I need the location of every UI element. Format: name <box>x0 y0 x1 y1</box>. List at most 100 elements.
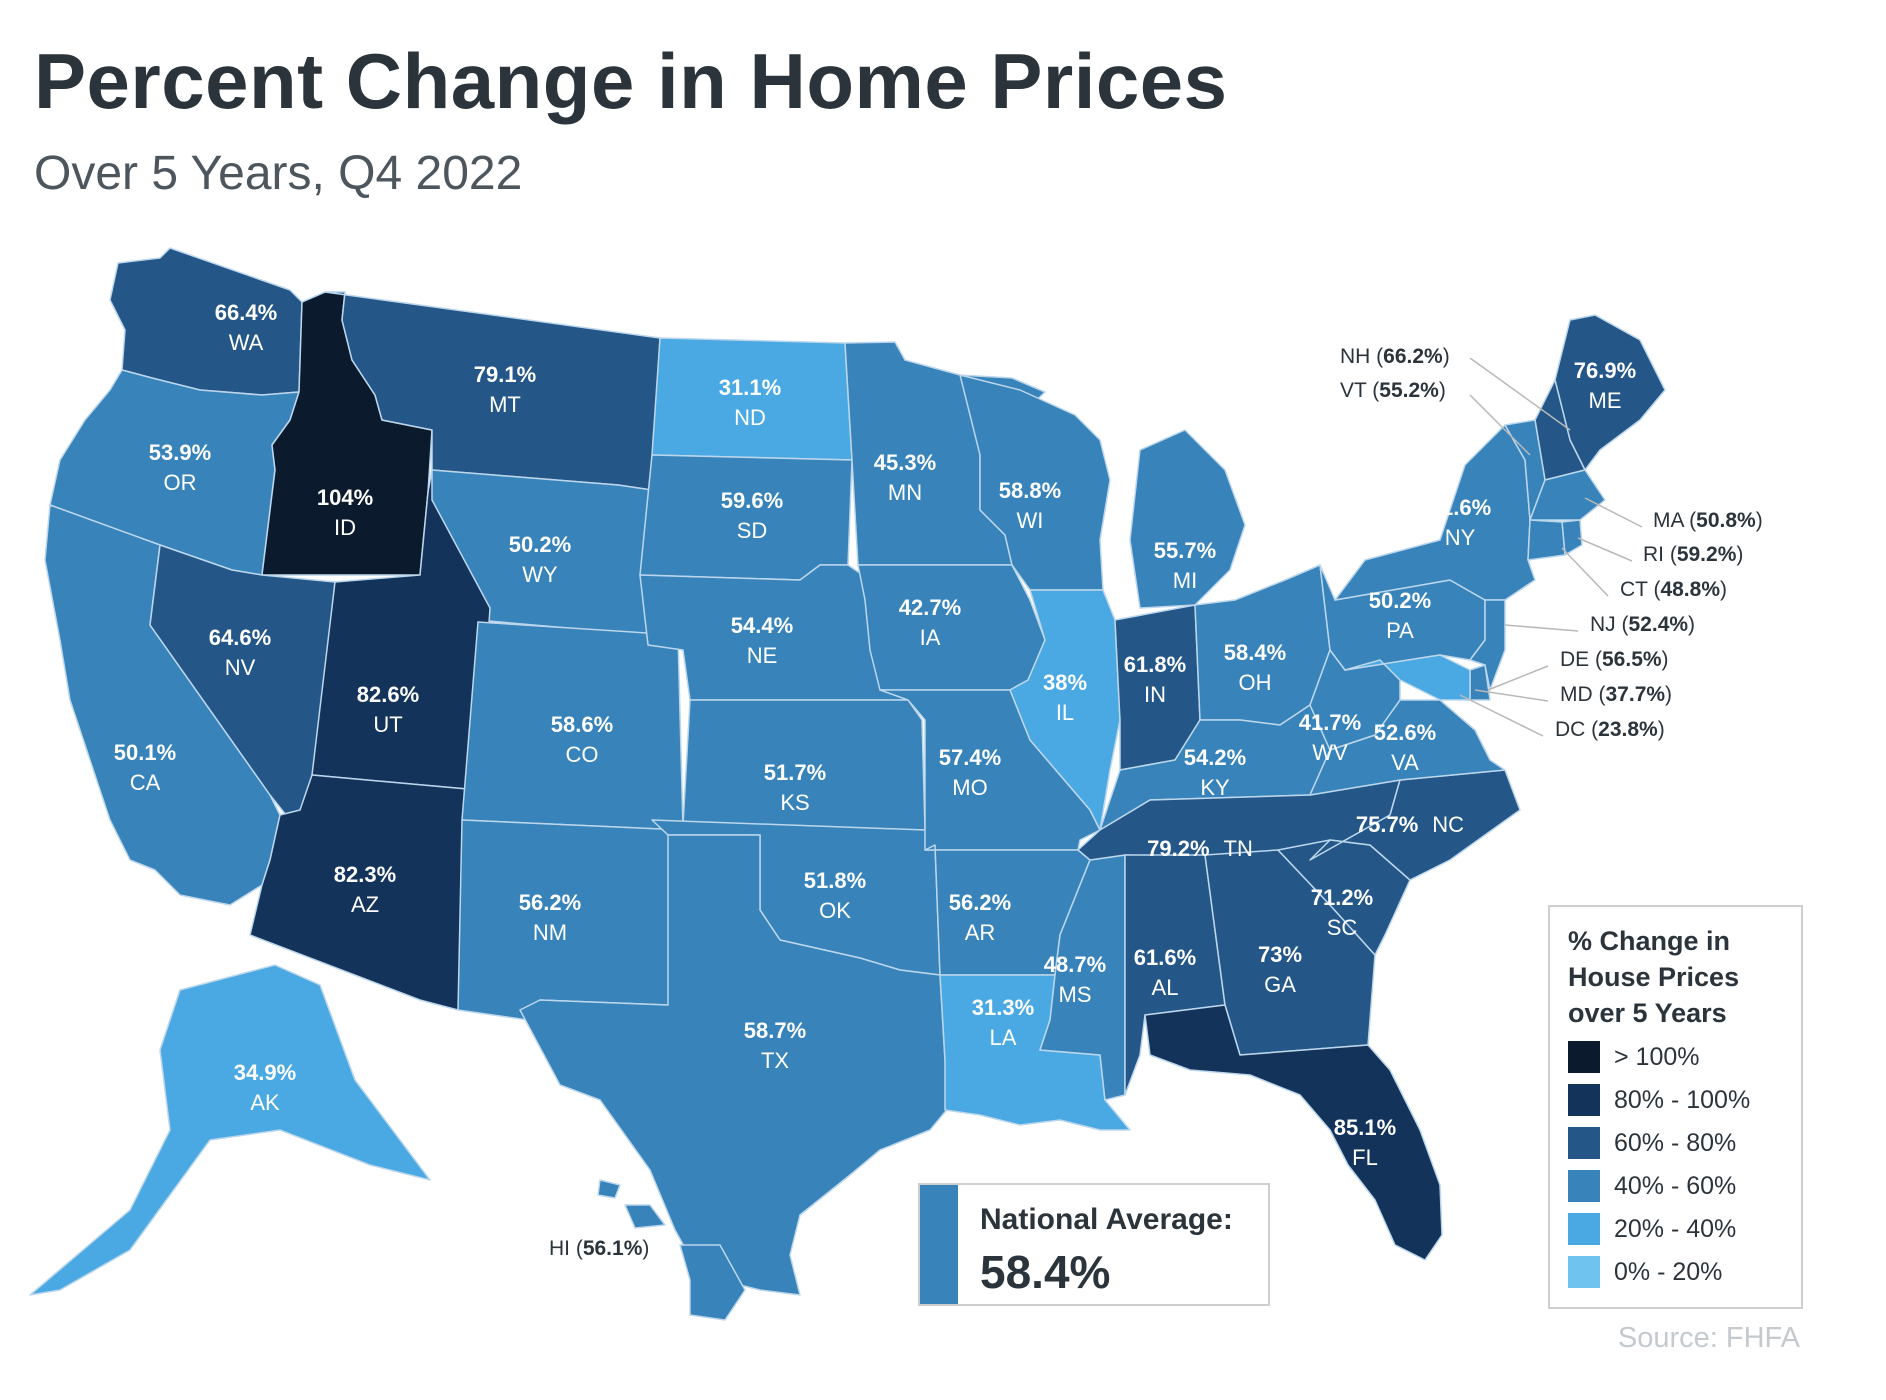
state-value-label-mo: 57.4% <box>939 745 1001 770</box>
state-fl <box>1144 1004 1443 1261</box>
state-ak <box>29 964 431 1296</box>
state-abbr-label-ar: AR <box>965 920 996 945</box>
state-abbr-label-me: ME <box>1589 388 1622 413</box>
state-value-label-ky: 54.2% <box>1184 745 1246 770</box>
leader-line-nj <box>1504 624 1579 632</box>
state-abbr-label-ok: OK <box>819 898 851 923</box>
state-hi <box>597 1179 746 1321</box>
state-abbr-label-sc: SC <box>1327 915 1358 940</box>
state-value-label-ny: 51.6% <box>1429 495 1491 520</box>
national-average-label: National Average: <box>980 1203 1233 1236</box>
callout-label-nj: NJ (52.4%) <box>1590 613 1695 636</box>
state-label-nc: 75.7% NC <box>1356 812 1464 837</box>
state-value-label-sd: 59.6% <box>721 488 783 513</box>
state-value-label-co: 58.6% <box>551 712 613 737</box>
national-average-value: 58.4% <box>980 1246 1111 1298</box>
leader-line-dc <box>1459 694 1544 737</box>
legend-label: 20% - 40% <box>1614 1214 1737 1243</box>
state-value-label-mn: 45.3% <box>874 450 936 475</box>
state-value-label-ca: 50.1% <box>114 740 176 765</box>
state-value-label-nd: 31.1% <box>719 375 781 400</box>
leader-line-vt <box>1469 394 1531 456</box>
state-value-label-ia: 42.7% <box>899 595 961 620</box>
state-value-label-oh: 58.4% <box>1224 640 1286 665</box>
state-ks <box>682 699 926 831</box>
state-value-label-ga: 73% <box>1258 942 1302 967</box>
state-abbr-label-oh: OH <box>1239 670 1272 695</box>
legend-label: 60% - 80% <box>1614 1128 1737 1157</box>
state-abbr-label-wa: WA <box>229 330 264 355</box>
state-abbr-label-ak: AK <box>250 1090 280 1115</box>
state-mi <box>1129 429 1246 609</box>
state-label-tn: 79.2% TN <box>1147 836 1253 861</box>
state-abbr-label-mn: MN <box>888 480 922 505</box>
national-average-box: National Average: 58.4% <box>918 1183 1270 1306</box>
state-abbr-label-ia: IA <box>920 625 941 650</box>
state-value-label-mi: 55.7% <box>1154 538 1216 563</box>
national-average-color-bar <box>920 1185 958 1304</box>
callout-label-hi: HI (56.1%) <box>549 1237 649 1260</box>
state-ct <box>1527 519 1566 561</box>
leader-line-nh <box>1469 357 1571 431</box>
state-value-label-fl: 85.1% <box>1334 1115 1396 1140</box>
state-value-label-tx: 58.7% <box>744 1018 806 1043</box>
state-abbr-label-ut: UT <box>373 712 402 737</box>
state-abbr-label-ne: NE <box>747 643 778 668</box>
state-abbr-label-in: IN <box>1144 682 1166 707</box>
legend-item-over-100: > 100% <box>1568 1041 1700 1073</box>
legend-item-20-40: 20% - 40% <box>1568 1213 1736 1245</box>
state-value-label-ut: 82.6% <box>357 682 419 707</box>
state-value-label-or: 53.9% <box>149 440 211 465</box>
state-nc <box>1309 769 1521 881</box>
callout-label-de: DE (56.5%) <box>1560 648 1669 671</box>
state-abbr-label-wi: WI <box>1017 508 1044 533</box>
state-value-label-ms: 48.7% <box>1044 952 1106 977</box>
state-value-label-pa: 50.2% <box>1369 588 1431 613</box>
legend-swatch <box>1568 1170 1600 1202</box>
state-value-label-al: 61.6% <box>1134 945 1196 970</box>
state-md <box>1344 654 1471 701</box>
source-note: Source: FHFA <box>1617 1322 1800 1354</box>
state-value-label-sc: 71.2% <box>1311 885 1373 910</box>
state-abbr-label-ky: KY <box>1200 775 1230 800</box>
state-abbr-label-fl: FL <box>1352 1145 1378 1170</box>
legend-item-80-100: 80% - 100% <box>1568 1084 1750 1116</box>
callout-label-ct: CT (48.8%) <box>1620 578 1727 601</box>
state-value-label-id: 104% <box>317 485 373 510</box>
legend-item-0-20: 0% - 20% <box>1568 1256 1722 1288</box>
legend-label: > 100% <box>1614 1042 1700 1071</box>
legend-swatch <box>1568 1084 1600 1116</box>
leader-line-md <box>1474 689 1549 702</box>
state-value-label-az: 82.3% <box>334 862 396 887</box>
legend-label: 40% - 60% <box>1614 1171 1737 1200</box>
map-title: Percent Change in Home Prices <box>34 37 1228 125</box>
leader-line-de <box>1487 665 1549 691</box>
state-abbr-label-nv: NV <box>225 655 256 680</box>
legend-swatch <box>1568 1041 1600 1073</box>
legend-title: % Change in House Prices over 5 Years <box>1568 926 1740 1028</box>
state-tx <box>519 834 956 1296</box>
callout-label-nh: NH (66.2%) <box>1340 345 1450 368</box>
state-abbr-label-wy: WY <box>522 562 558 587</box>
state-ia <box>857 564 1046 691</box>
leader-line-ma <box>1584 497 1643 528</box>
state-value-label-me: 76.9% <box>1574 358 1636 383</box>
leader-line-ct <box>1561 547 1609 597</box>
state-abbr-label-or: OR <box>164 470 197 495</box>
state-value-label-la: 31.3% <box>972 995 1034 1020</box>
state-abbr-label-ks: KS <box>780 790 809 815</box>
state-value-label-wy: 50.2% <box>509 532 571 557</box>
callout-label-ri: RI (59.2%) <box>1643 543 1743 566</box>
callout-label-ma: MA (50.8%) <box>1653 509 1763 532</box>
state-abbr-label-al: AL <box>1152 975 1179 1000</box>
state-value-label-ak: 34.9% <box>234 1060 296 1085</box>
state-abbr-label-wv: WV <box>1312 740 1348 765</box>
state-abbr-label-mi: MI <box>1173 568 1197 593</box>
state-abbr-label-ms: MS <box>1059 982 1092 1007</box>
state-value-label-ne: 54.4% <box>731 613 793 638</box>
state-abbr-label-mo: MO <box>952 775 987 800</box>
state-abbr-label-va: VA <box>1391 750 1419 775</box>
state-abbr-label-la: LA <box>990 1025 1017 1050</box>
state-value-label-wv: 41.7% <box>1299 710 1361 735</box>
callout-label-md: MD (37.7%) <box>1560 683 1672 706</box>
